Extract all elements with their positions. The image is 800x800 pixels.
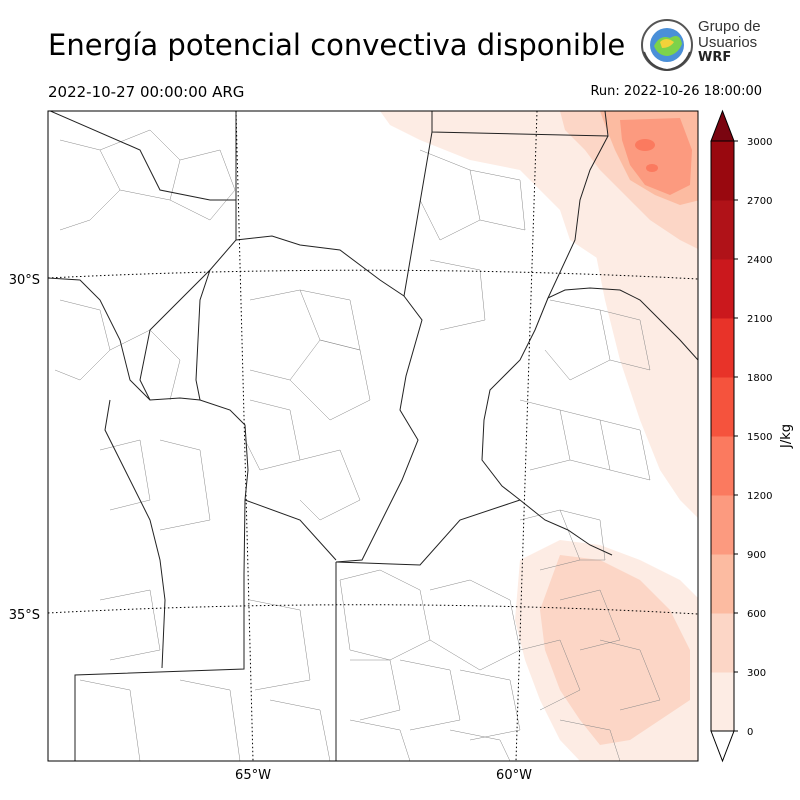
cape-fill-layer (380, 111, 698, 761)
lat-label-30s: 30°S (9, 273, 40, 288)
colorbar-tick-label: 2700 (747, 196, 772, 207)
colorbar-extend-max (710, 109, 735, 142)
logo-line3: WRF (698, 50, 732, 65)
valid-time-label: 2022-10-27 00:00:00 ARG (48, 83, 245, 101)
lon-label-65w: 65°W (235, 768, 271, 783)
colorbar-tick-label: 2400 (747, 255, 772, 266)
colorbar-tick-label: 300 (747, 668, 766, 679)
colorbar-tick-label: 1200 (747, 491, 772, 502)
colorbar-tick-label: 1500 (747, 432, 772, 443)
wrf-logo: Grupo de Usuarios WRF (638, 16, 768, 76)
colorbar-bin (711, 436, 734, 496)
run-time-label: Run: 2022-10-26 18:00:00 (590, 84, 762, 99)
graticule-layer (48, 111, 698, 761)
colorbar-tick-label: 900 (747, 550, 766, 561)
provinces-layer (48, 111, 698, 761)
colorbar-bin (711, 318, 734, 378)
colorbar-bin (711, 672, 734, 732)
colorbar-bin (711, 554, 734, 614)
colorbar-bin (711, 141, 734, 201)
departments-layer (54, 129, 661, 761)
colorbar-bin (711, 259, 734, 319)
lat-label-35s: 35°S (9, 608, 40, 623)
colorbar-bin (711, 495, 734, 555)
colorbar-tick-label: 3000 (747, 137, 772, 148)
colorbar-unit-label: J/kg (779, 424, 794, 449)
colorbar-tick-label: 2100 (747, 314, 772, 325)
map-frame (47, 110, 699, 762)
colorbar-tick-label: 1800 (747, 373, 772, 384)
colorbar-tick-label: 600 (747, 609, 766, 620)
colorbar-extend-min (710, 730, 735, 763)
colorbar-tick-label: 0 (747, 727, 753, 738)
colorbar-bin (711, 613, 734, 673)
map-title: Energía potencial convectiva disponible (48, 28, 626, 62)
logo-line1: Grupo de (698, 18, 761, 35)
colorbar-bin (711, 200, 734, 260)
lon-label-60w: 60°W (496, 768, 532, 783)
wrf-emblem-icon (641, 19, 693, 72)
logo-line2: Usuarios (698, 34, 758, 51)
colorbar: 0 300 600 900 1200 1500 1800 2100 2400 2700 3000 J/… (710, 109, 794, 763)
colorbar-bin (711, 377, 734, 437)
